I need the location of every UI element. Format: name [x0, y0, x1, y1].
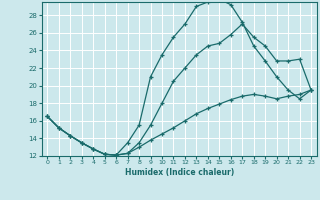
X-axis label: Humidex (Indice chaleur): Humidex (Indice chaleur) [124, 168, 234, 177]
